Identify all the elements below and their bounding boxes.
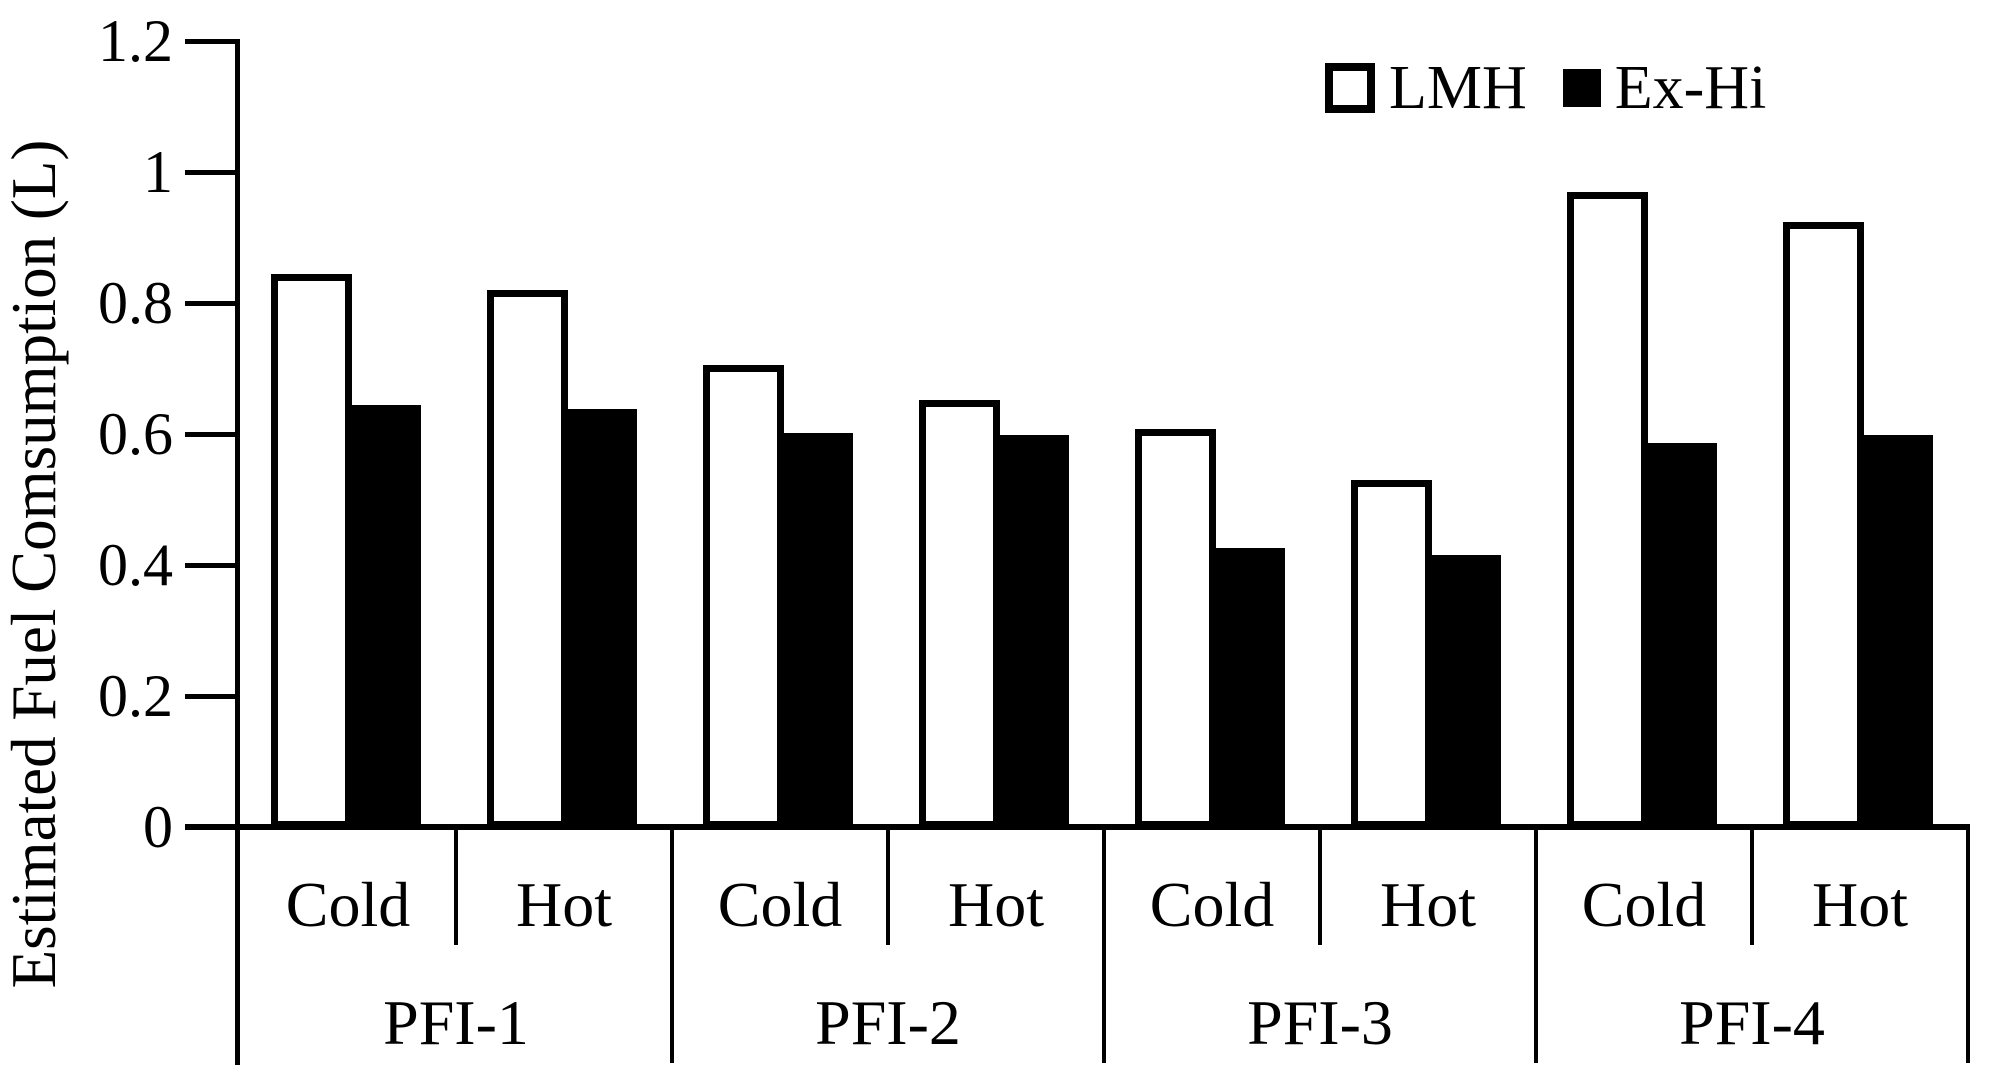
bar-lmh-pfi-4-hot	[1783, 222, 1864, 828]
x-label-condition: Hot	[1380, 869, 1476, 940]
group-separator	[1534, 827, 1538, 1063]
x-label-condition: Cold	[1581, 869, 1707, 940]
y-tick-label: 1	[143, 139, 173, 205]
x-label-group: PFI-3	[1247, 987, 1393, 1058]
x-label-condition: Cold	[717, 869, 843, 940]
bar-lmh-pfi-1-cold	[271, 274, 352, 828]
x-axis-line	[185, 824, 1970, 830]
y-axis-title: Estimated Fuel Comsumption (L)	[0, 139, 69, 989]
y-tick	[185, 170, 240, 175]
bar-ex-hi-pfi-1-cold	[345, 405, 421, 828]
legend-swatch-exhi	[1562, 69, 1601, 107]
bar-lmh-pfi-1-hot	[487, 290, 568, 828]
y-tick	[185, 563, 240, 568]
bar-ex-hi-pfi-3-cold	[1209, 548, 1285, 828]
x-label-condition: Hot	[516, 869, 612, 940]
x-label-condition: Cold	[285, 869, 411, 940]
x-label-group: PFI-4	[1679, 987, 1825, 1058]
y-tick-label: 0.2	[98, 663, 173, 729]
y-tick	[185, 39, 240, 44]
bar-ex-hi-pfi-4-cold	[1641, 443, 1717, 828]
bar-lmh-pfi-3-cold	[1135, 429, 1216, 828]
y-tick	[185, 432, 240, 437]
y-tick-label: 0	[143, 794, 173, 860]
bar-ex-hi-pfi-1-hot	[561, 409, 637, 828]
legend: LMH Ex-Hi	[1325, 52, 1766, 124]
bar-lmh-pfi-4-cold	[1567, 192, 1648, 828]
x-label-group: PFI-1	[383, 987, 529, 1058]
group-separator	[1102, 827, 1106, 1063]
x-label-condition: Hot	[1812, 869, 1908, 940]
bar-lmh-pfi-2-hot	[919, 400, 1000, 828]
legend-label-exhi: Ex-Hi	[1614, 54, 1767, 122]
y-tick	[185, 694, 240, 699]
condition-separator	[1750, 827, 1754, 945]
y-tick	[185, 301, 240, 306]
legend-label-lmh: LMH	[1389, 54, 1527, 122]
bar-ex-hi-pfi-3-hot	[1425, 555, 1501, 828]
x-label-group: PFI-2	[815, 987, 961, 1058]
bar-ex-hi-pfi-2-cold	[777, 433, 853, 828]
condition-separator	[454, 827, 458, 945]
y-tick-label: 1.2	[98, 8, 173, 74]
bar-lmh-pfi-2-cold	[703, 365, 784, 828]
legend-swatch-lmh	[1325, 63, 1375, 113]
condition-separator	[1318, 827, 1322, 945]
group-separator	[670, 827, 674, 1063]
x-label-condition: Cold	[1149, 869, 1275, 940]
y-axis-line	[235, 41, 240, 1065]
x-label-condition: Hot	[948, 869, 1044, 940]
y-tick-label: 0.4	[98, 532, 173, 598]
condition-separator	[886, 827, 890, 945]
y-tick-label: 0.8	[98, 270, 173, 336]
bar-lmh-pfi-3-hot	[1351, 480, 1432, 828]
group-separator	[1966, 827, 1970, 1063]
y-tick-label: 0.6	[98, 401, 173, 467]
bar-ex-hi-pfi-4-hot	[1857, 435, 1933, 828]
bar-ex-hi-pfi-2-hot	[993, 435, 1069, 828]
